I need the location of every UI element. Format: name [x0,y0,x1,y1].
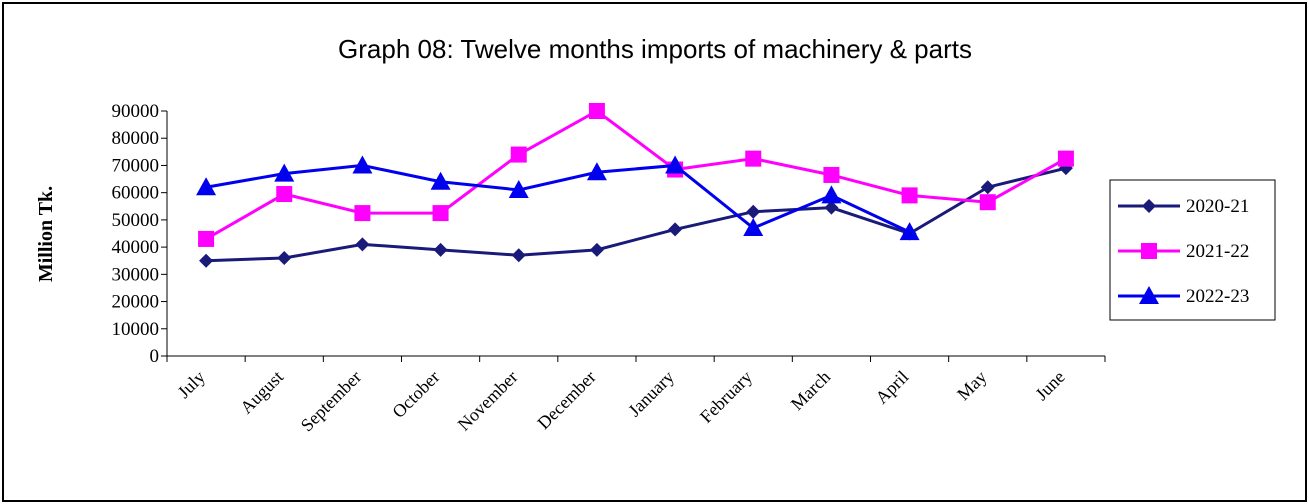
point [433,242,448,257]
series-line [205,109,1067,241]
point [276,186,293,203]
point [589,242,604,257]
point [899,222,920,241]
point [511,248,526,263]
y-axis-label: Million Tk. [35,186,57,282]
point [199,253,214,268]
y-tick-label: 30000 [112,264,160,285]
series-line [206,166,1067,263]
y-tick-label: 90000 [112,101,160,122]
series-line [205,163,911,234]
chart-title: Graph 08: Twelve months imports of machi… [338,34,972,64]
y-tick-label: 10000 [112,319,160,340]
point [354,205,371,222]
point [824,200,839,215]
point [746,204,761,219]
point [1139,286,1159,304]
point [980,180,995,195]
point [586,162,607,181]
point [979,194,996,211]
point [1141,243,1157,259]
point [355,237,370,252]
point [352,155,373,174]
point [823,166,840,183]
point [1057,150,1074,167]
point [665,155,686,174]
y-tick-label: 40000 [112,237,160,258]
y-tick-label: 50000 [112,210,160,231]
legend-label: 2022-23 [1186,286,1249,307]
legend-label: 2020-21 [1186,196,1249,217]
point [510,146,527,163]
point [588,103,605,119]
y-tick-label: 60000 [112,183,160,204]
point [277,251,292,265]
point [745,150,762,167]
point [901,187,918,204]
point [198,230,215,247]
y-tick-label: 20000 [112,292,160,313]
point [1142,199,1156,213]
point [668,222,683,237]
point [196,177,217,196]
point [430,171,451,190]
point [432,205,449,222]
y-tick-label: 0 [150,346,160,367]
point [821,185,842,204]
y-tick-label: 70000 [112,155,160,176]
point [743,218,764,237]
point [508,179,529,198]
point [274,163,295,182]
legend-label: 2021-22 [1186,241,1249,262]
y-tick-label: 80000 [112,128,160,149]
